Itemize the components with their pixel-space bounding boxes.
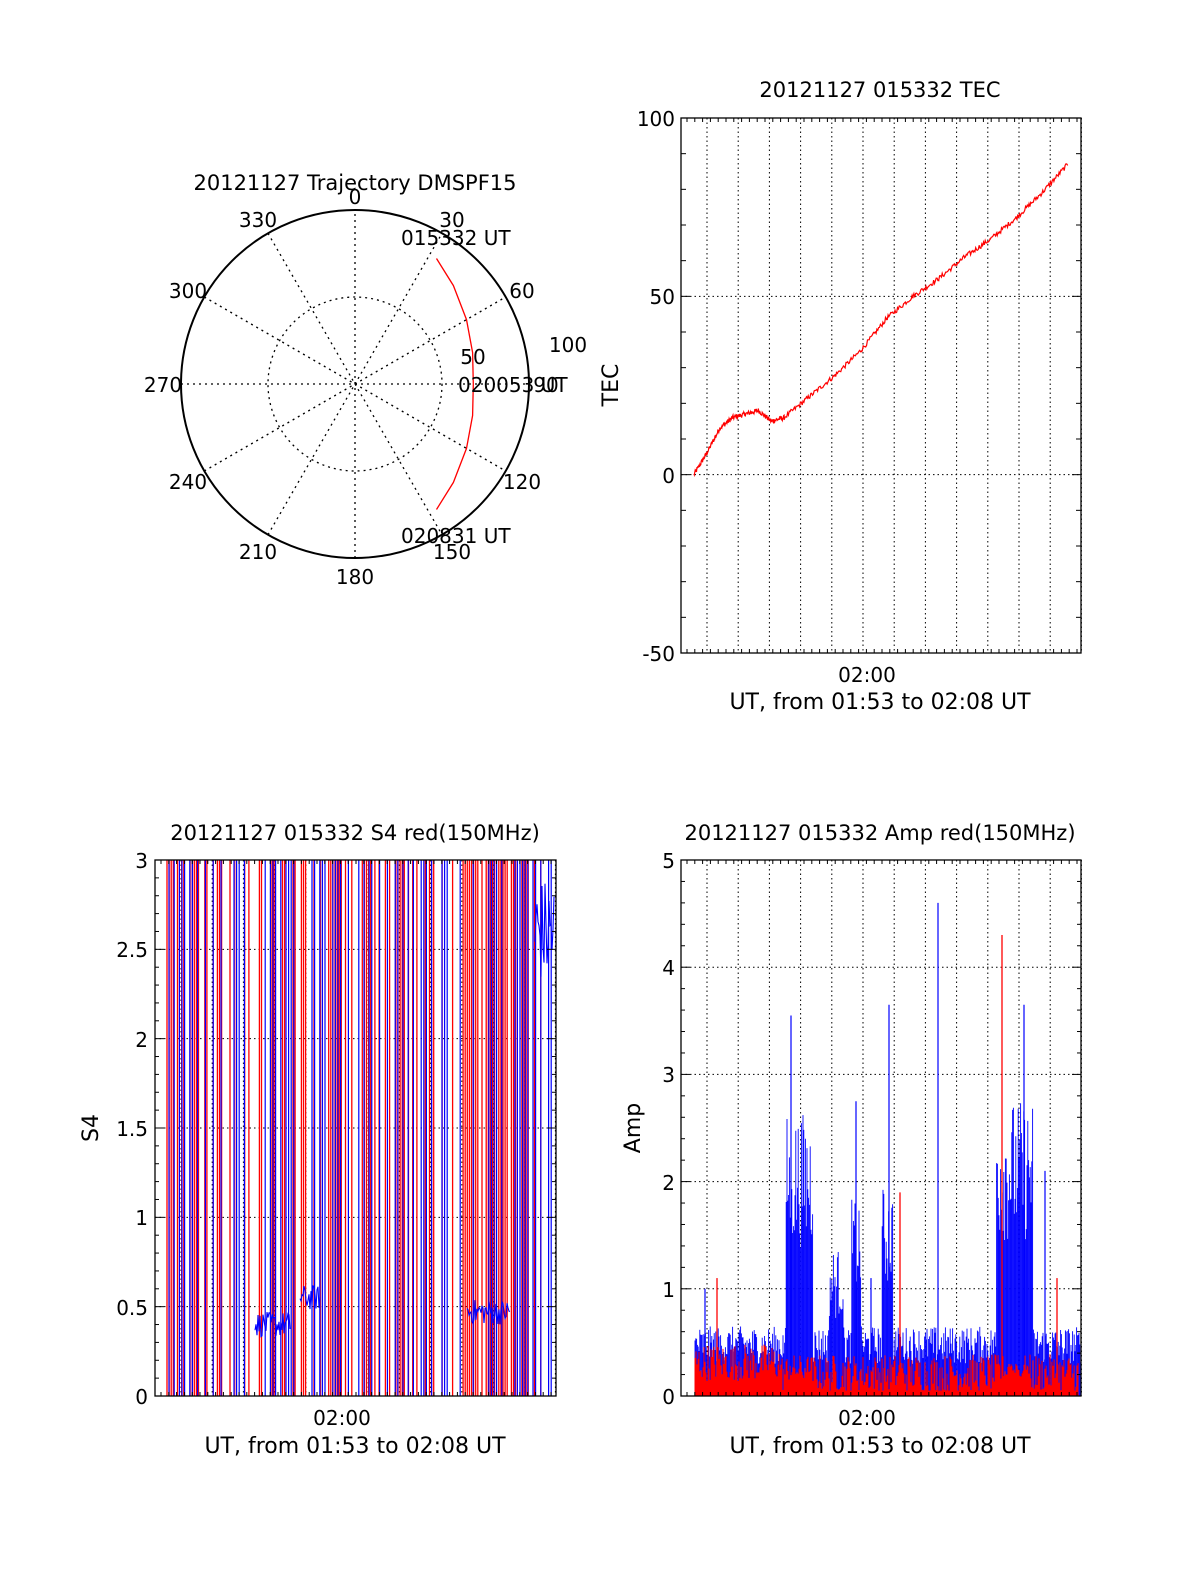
- az-label-30: 30: [439, 208, 464, 232]
- s4-xtick-0200: 02:00: [313, 1406, 371, 1430]
- amp-xtick-0200: 02:00: [838, 1406, 896, 1430]
- az-label-240: 240: [169, 470, 207, 494]
- az-label-210: 210: [239, 540, 277, 564]
- s4-panel: 20121127 015332 S4 red(150MHz) 0 0.5 1 1…: [79, 821, 557, 1459]
- amp-ytick-3: 3: [662, 1063, 675, 1087]
- tec-ytick-100: 100: [637, 107, 675, 131]
- amp-red-series: [694, 935, 1079, 1396]
- amp-blue-series: [694, 902, 1082, 1396]
- s4-blue-series: [168, 860, 555, 1396]
- s4-ytick-1: 1: [135, 1206, 148, 1230]
- trajectory-title: 20121127 Trajectory DMSPF15: [193, 171, 516, 195]
- amp-ytick-5: 5: [662, 849, 675, 873]
- amp-xlabel: UT, from 01:53 to 02:08 UT: [729, 1434, 1031, 1459]
- s4-frame: [154, 859, 557, 1397]
- s4-ytick-0: 0: [135, 1385, 148, 1409]
- tec-series-line: [693, 163, 1069, 478]
- tec-panel: 20121127 015332 TEC 100 50 0 -50 02:00 U…: [599, 78, 1082, 715]
- az-label-150: 150: [433, 540, 471, 564]
- s4-ytick-2-5: 2.5: [116, 938, 148, 962]
- polar-outer-circle: [180, 209, 530, 559]
- polar-grid: [181, 210, 529, 558]
- amp-ytick-0: 0: [662, 1385, 675, 1409]
- s4-blue-baseline: [254, 1311, 291, 1338]
- polar-inner-circle: [267, 296, 443, 472]
- az-label-300: 300: [169, 279, 207, 303]
- trajectory-track: [435, 258, 474, 510]
- polar-azimuth-labels: 0 30 60 90 120 150 180 210 240 270 300 3…: [144, 185, 559, 589]
- tec-ytick-0: 0: [662, 464, 675, 488]
- tec-xlabel: UT, from 01:53 to 02:08 UT: [729, 690, 1031, 715]
- s4-blue-tail: [534, 883, 555, 977]
- amp-ytick-2: 2: [662, 1171, 675, 1195]
- s4-blue-baseline: [466, 1299, 511, 1326]
- tec-frame: [680, 117, 1082, 654]
- az-label-60: 60: [509, 279, 534, 303]
- radial-label-100: 100: [549, 333, 587, 357]
- s4-ticks: [155, 859, 556, 1397]
- az-label-0: 0: [349, 185, 362, 209]
- tec-grid: [681, 118, 1082, 653]
- tec-ytick-50: 50: [650, 285, 675, 309]
- annotation-start-time: 015332 UT: [401, 226, 511, 250]
- s4-xlabel: UT, from 01:53 to 02:08 UT: [204, 1434, 506, 1459]
- az-label-330: 330: [239, 208, 277, 232]
- tec-xtick-0200: 02:00: [838, 663, 896, 687]
- s4-ylabel: S4: [79, 1114, 104, 1142]
- s4-ytick-3: 3: [135, 849, 148, 873]
- amp-ytick-4: 4: [662, 956, 675, 980]
- amp-ytick-1: 1: [662, 1278, 675, 1302]
- annotation-middle-time: 020053 UT: [458, 373, 568, 397]
- amp-ylabel: Amp: [621, 1103, 646, 1153]
- az-label-270: 270: [144, 373, 182, 397]
- tec-ticks: [681, 117, 1081, 654]
- amp-title: 20121127 015332 Amp red(150MHz): [684, 821, 1075, 845]
- tec-ylabel: TEC: [599, 364, 624, 408]
- s4-blue-baseline: [299, 1285, 321, 1310]
- tec-ytick-neg50: -50: [642, 642, 675, 666]
- s4-title: 20121127 015332 S4 red(150MHz): [170, 821, 540, 845]
- az-label-90: 90: [533, 373, 558, 397]
- s4-ytick-2: 2: [135, 1028, 148, 1052]
- s4-ytick-0-5: 0.5: [116, 1296, 148, 1320]
- az-label-120: 120: [503, 470, 541, 494]
- amp-frame: [680, 859, 1082, 1397]
- tec-title: 20121127 015332 TEC: [759, 78, 1000, 102]
- trajectory-panel: 20121127 Trajectory DMSPF15 0 30 60 90 1…: [144, 171, 587, 589]
- polar-spoke: [267, 232, 443, 536]
- annotation-end-time: 020831 UT: [401, 524, 511, 548]
- s4-grid: [155, 860, 556, 1396]
- amp-panel: 20121127 015332 Amp red(150MHz) 0 1 2 3 …: [621, 821, 1082, 1459]
- az-label-180: 180: [336, 565, 374, 589]
- s4-ytick-1-5: 1.5: [116, 1117, 148, 1141]
- amp-ticks: [681, 859, 1081, 1397]
